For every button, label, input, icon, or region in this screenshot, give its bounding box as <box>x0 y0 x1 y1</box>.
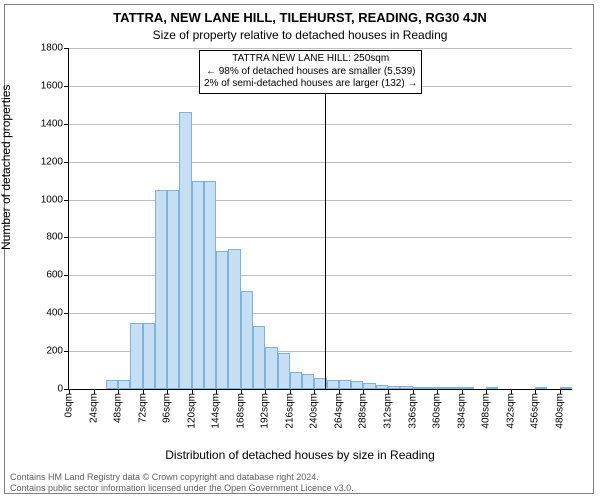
ytick-label: 1400 <box>41 118 63 129</box>
xtick-label: 384sqm <box>456 393 467 429</box>
xtick-label: 168sqm <box>235 393 246 429</box>
xtick-label: 0sqm <box>64 393 75 417</box>
xtick-label: 144sqm <box>211 393 222 429</box>
gridline <box>69 275 572 276</box>
histogram-bar <box>290 372 302 389</box>
ytick-mark <box>64 124 69 125</box>
histogram-bar <box>560 387 572 389</box>
ytick-mark <box>64 275 69 276</box>
xtick-label: 336sqm <box>407 393 418 429</box>
gridline <box>69 200 572 201</box>
histogram-bar <box>265 347 277 389</box>
histogram-bar <box>351 381 363 389</box>
histogram-bar <box>376 385 388 389</box>
xtick-label: 120sqm <box>186 393 197 429</box>
histogram-bar <box>400 386 412 389</box>
footer-line2: Contains public sector information licen… <box>10 483 590 494</box>
histogram-bar <box>241 291 253 390</box>
histogram-bar <box>155 190 167 389</box>
histogram-bar <box>449 387 461 389</box>
histogram-bar <box>179 112 191 389</box>
histogram-bar <box>216 251 228 389</box>
ytick-label: 1600 <box>41 80 63 91</box>
histogram-bar <box>425 387 437 389</box>
histogram-bar <box>302 374 314 389</box>
ytick-label: 200 <box>46 346 63 357</box>
y-axis-label: Number of detached properties <box>0 85 13 250</box>
ytick-label: 1000 <box>41 194 63 205</box>
gridline <box>69 124 572 125</box>
chart-title-desc: Size of property relative to detached ho… <box>0 28 600 42</box>
ytick-mark <box>64 162 69 163</box>
ytick-label: 800 <box>46 232 63 243</box>
ytick-mark <box>64 313 69 314</box>
xtick-label: 264sqm <box>333 393 344 429</box>
gridline <box>69 48 572 49</box>
histogram-bar <box>278 353 290 389</box>
histogram-bar <box>327 380 339 389</box>
chart-title-address: TATTRA, NEW LANE HILL, TILEHURST, READIN… <box>0 10 600 25</box>
xtick-label: 216sqm <box>284 393 295 429</box>
plot-area: 0200400600800100012001400160018000sqm24s… <box>68 48 572 390</box>
gridline <box>69 237 572 238</box>
histogram-bar <box>130 323 142 389</box>
histogram-bar <box>413 387 425 389</box>
xtick-label: 408sqm <box>481 393 492 429</box>
histogram-bar <box>118 380 130 389</box>
histogram-bar <box>192 181 204 389</box>
anno-line2: ← 98% of detached houses are smaller (5,… <box>204 66 417 79</box>
footer-line1: Contains HM Land Registry data © Crown c… <box>10 472 590 483</box>
ytick-label: 1800 <box>41 43 63 54</box>
histogram-bar <box>437 387 449 389</box>
histogram-bar <box>388 386 400 389</box>
ytick-label: 400 <box>46 308 63 319</box>
histogram-bar <box>253 326 265 389</box>
histogram-bar <box>486 387 498 389</box>
xtick-label: 240sqm <box>309 393 320 429</box>
xtick-label: 360sqm <box>432 393 443 429</box>
histogram-bar <box>363 383 375 389</box>
annotation-box: TATTRA NEW LANE HILL: 250sqm ← 98% of de… <box>199 50 422 94</box>
ytick-mark <box>64 237 69 238</box>
xtick-label: 312sqm <box>382 393 393 429</box>
gridline <box>69 162 572 163</box>
histogram-bar <box>339 380 351 389</box>
xtick-label: 456sqm <box>530 393 541 429</box>
xtick-label: 72sqm <box>137 393 148 423</box>
xtick-label: 288sqm <box>358 393 369 429</box>
ytick-mark <box>64 200 69 201</box>
histogram-bar <box>228 249 240 389</box>
xtick-label: 480sqm <box>554 393 565 429</box>
ytick-label: 0 <box>57 384 63 395</box>
histogram-bar <box>143 323 155 389</box>
xtick-label: 48sqm <box>113 393 124 423</box>
gridline <box>69 313 572 314</box>
xtick-label: 96sqm <box>162 393 173 423</box>
xtick-label: 24sqm <box>88 393 99 423</box>
anno-line1: TATTRA NEW LANE HILL: 250sqm <box>204 53 417 66</box>
ytick-label: 1200 <box>41 156 63 167</box>
ytick-mark <box>64 351 69 352</box>
histogram-bar <box>535 387 547 389</box>
footer-attribution: Contains HM Land Registry data © Crown c… <box>10 472 590 494</box>
property-marker-line <box>325 92 326 389</box>
ytick-label: 600 <box>46 270 63 281</box>
histogram-bar <box>106 380 118 389</box>
histogram-bar <box>462 387 474 389</box>
ytick-mark <box>64 48 69 49</box>
histogram-bar <box>167 190 179 389</box>
ytick-mark <box>64 86 69 87</box>
xtick-label: 192sqm <box>260 393 271 429</box>
anno-line3: 2% of semi-detached houses are larger (1… <box>204 78 417 91</box>
x-axis-label: Distribution of detached houses by size … <box>0 448 600 462</box>
histogram-bar <box>204 181 216 389</box>
xtick-label: 432sqm <box>505 393 516 429</box>
